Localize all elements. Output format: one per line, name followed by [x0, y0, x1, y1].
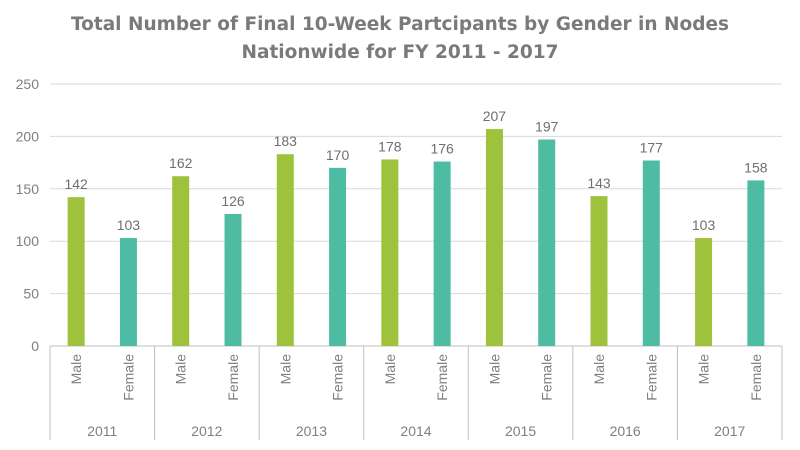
bar-male-2013	[276, 154, 294, 346]
x-category-label: Female	[225, 354, 241, 401]
x-category-label: Female	[434, 354, 450, 401]
bar-male-2014	[381, 159, 399, 346]
x-category-label: Female	[539, 354, 555, 401]
data-label: 197	[535, 119, 559, 135]
bar-male-2011	[67, 197, 85, 346]
bar-female-2015	[538, 139, 556, 346]
data-label: 126	[221, 193, 245, 209]
data-label: 162	[169, 155, 193, 171]
y-tick-label: 250	[16, 76, 40, 92]
data-label: 103	[117, 217, 141, 233]
data-label: 176	[430, 141, 454, 157]
x-category-label: Male	[173, 354, 189, 385]
bar-female-2016	[642, 160, 660, 346]
x-category-label: Male	[277, 354, 293, 385]
chart-subtitle: Nationwide for FY 2011 - 2017	[241, 42, 559, 63]
x-group-label: 2017	[714, 423, 745, 439]
x-group-label: 2013	[296, 423, 327, 439]
x-category-label: Female	[643, 354, 659, 401]
y-tick-label: 50	[23, 286, 39, 302]
data-label: 207	[483, 108, 507, 124]
y-tick-label: 0	[31, 338, 39, 354]
y-tick-label: 200	[16, 128, 40, 144]
x-group-label: 2016	[610, 423, 641, 439]
data-label: 183	[274, 133, 298, 149]
bar-female-2017	[747, 180, 765, 346]
bar-female-2013	[329, 167, 347, 346]
x-group-label: 2011	[87, 423, 117, 439]
data-label: 178	[378, 138, 402, 154]
bar-male-2015	[485, 129, 503, 346]
bar-female-2012	[224, 213, 242, 346]
data-label: 177	[640, 140, 664, 156]
data-label: 170	[326, 147, 350, 163]
bar-female-2014	[433, 161, 451, 346]
bar-male-2017	[695, 238, 713, 346]
data-label: 103	[692, 217, 716, 233]
y-tick-label: 100	[16, 233, 40, 249]
bar-male-2012	[172, 176, 190, 346]
bar-female-2011	[119, 238, 137, 346]
y-tick-label: 150	[16, 181, 40, 197]
chart-title: Total Number of Final 10-Week Partcipant…	[70, 14, 729, 35]
x-category-label: Male	[486, 354, 502, 385]
bar-male-2016	[590, 196, 608, 346]
x-category-label: Male	[696, 354, 712, 385]
x-category-label: Female	[330, 354, 346, 401]
data-label: 143	[587, 175, 611, 191]
x-group-label: 2012	[191, 423, 222, 439]
x-group-label: 2014	[400, 423, 431, 439]
data-label: 142	[64, 176, 88, 192]
data-label: 158	[744, 159, 768, 175]
x-category-label: Female	[748, 354, 764, 401]
x-category-label: Male	[68, 354, 84, 385]
x-group-label: 2015	[505, 423, 536, 439]
x-category-label: Male	[382, 354, 398, 385]
x-category-label: Female	[120, 354, 136, 401]
x-category-label: Male	[591, 354, 607, 385]
